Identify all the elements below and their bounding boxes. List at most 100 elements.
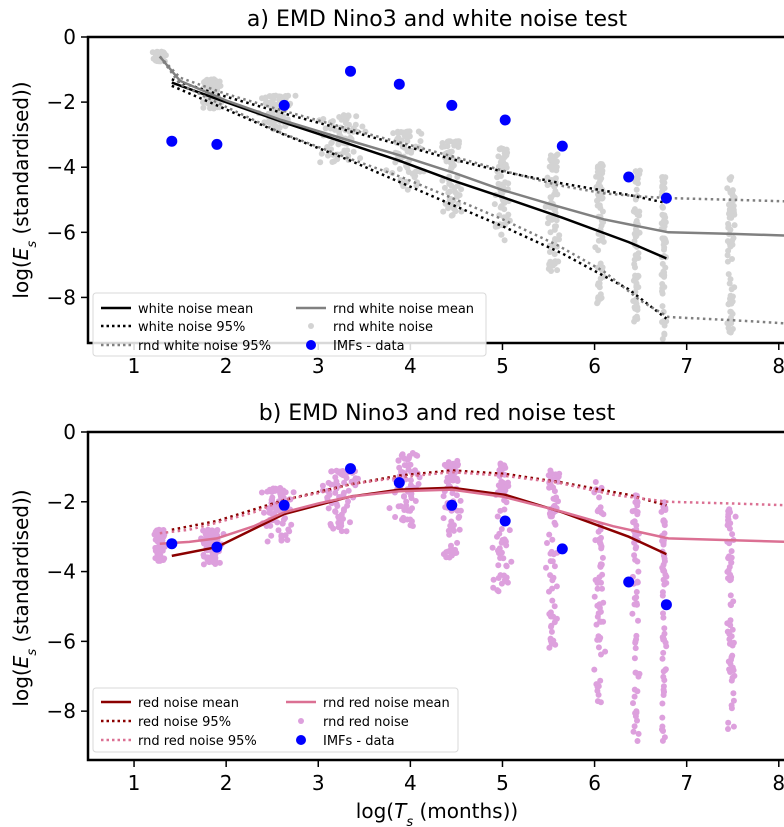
x-tick-label: 8 bbox=[772, 771, 784, 795]
y-tick-label: 0 bbox=[63, 420, 76, 444]
panel-a: a) EMD Nino3 and white noise test 1 2 3 4 5 6… bbox=[9, 7, 784, 378]
cloud-point bbox=[454, 507, 461, 514]
y-tick-label: −4 bbox=[47, 560, 76, 584]
legend-a-white-95: white noise 95% bbox=[138, 320, 245, 335]
cloud-point bbox=[631, 655, 638, 662]
cloud-point bbox=[448, 518, 455, 525]
cloud-point bbox=[594, 636, 601, 643]
y-tick-label: −2 bbox=[47, 490, 76, 514]
cloud-point bbox=[205, 556, 212, 563]
cloud-point bbox=[730, 723, 737, 730]
cloud-point bbox=[407, 477, 414, 484]
panel-b: b) EMD Nino3 and red noise test 1 2 3 4 5 6 7 8… bbox=[9, 401, 784, 827]
cloud-point bbox=[661, 244, 668, 251]
y-tick-label: −2 bbox=[47, 90, 76, 114]
cloud-point bbox=[727, 176, 734, 183]
cloud-point bbox=[729, 531, 736, 538]
x-tick-label: 8 bbox=[772, 354, 784, 378]
cloud-point bbox=[503, 562, 510, 569]
cloud-point bbox=[408, 149, 415, 156]
cloud-point bbox=[598, 543, 605, 550]
cloud-point bbox=[594, 585, 601, 592]
cloud-point bbox=[399, 516, 405, 523]
cloud-point bbox=[594, 683, 601, 690]
cloud-point bbox=[320, 116, 327, 122]
cloud-point bbox=[598, 579, 604, 586]
cloud-point bbox=[318, 150, 325, 157]
cloud-point bbox=[200, 104, 207, 111]
cloud-point bbox=[338, 528, 345, 535]
cloud-point bbox=[454, 193, 461, 200]
cloud-point bbox=[448, 542, 454, 549]
cloud-point bbox=[600, 599, 607, 606]
cloud-point bbox=[403, 498, 410, 505]
cloud-point bbox=[453, 492, 460, 499]
cloud-point bbox=[727, 243, 734, 250]
cloud-point bbox=[280, 494, 287, 501]
cloud-point bbox=[347, 519, 353, 526]
cloud-point bbox=[495, 575, 502, 581]
cloud-point bbox=[210, 105, 217, 112]
cloud-point bbox=[544, 182, 551, 189]
cloud-point bbox=[456, 526, 463, 533]
cloud-point bbox=[635, 568, 642, 575]
series-line bbox=[159, 470, 784, 535]
imf-point bbox=[499, 515, 511, 527]
cloud-point bbox=[728, 316, 735, 322]
cloud-point bbox=[661, 212, 668, 219]
cloud-point bbox=[555, 498, 561, 505]
cloud-point bbox=[456, 513, 463, 520]
legend-a-white-mean: white noise mean bbox=[138, 302, 253, 317]
cloud-point bbox=[285, 526, 292, 533]
cloud-point bbox=[543, 564, 549, 571]
cloud-point bbox=[397, 503, 404, 510]
x-tick-label: 7 bbox=[680, 354, 693, 378]
cloud-point bbox=[390, 130, 397, 137]
cloud-point bbox=[635, 730, 642, 737]
cloud-point bbox=[595, 610, 602, 617]
y-tick-label: −4 bbox=[47, 155, 76, 179]
cloud-point bbox=[501, 572, 508, 579]
cloud-point bbox=[544, 540, 550, 546]
cloud-point bbox=[546, 611, 553, 617]
cloud-point bbox=[660, 692, 667, 698]
cloud-point bbox=[401, 493, 407, 500]
imf-point bbox=[278, 499, 290, 511]
cloud-point bbox=[502, 161, 509, 168]
x-tick-label: 1 bbox=[128, 771, 141, 795]
cloud-point bbox=[552, 188, 559, 195]
cloud-point bbox=[549, 161, 556, 168]
cloud-point bbox=[159, 547, 166, 553]
cloud-point bbox=[404, 134, 411, 141]
series-line bbox=[158, 55, 784, 325]
cloud-point bbox=[319, 482, 326, 489]
cloud-point bbox=[630, 728, 637, 735]
cloud-point bbox=[325, 479, 332, 486]
cloud-point bbox=[594, 300, 601, 307]
cloud-point bbox=[634, 688, 641, 695]
cloud-point bbox=[489, 544, 496, 551]
cloud-point bbox=[410, 170, 417, 177]
cloud-point bbox=[632, 645, 639, 652]
panel-a-lines bbox=[158, 55, 784, 325]
cloud-point bbox=[550, 495, 557, 502]
series-line bbox=[171, 84, 668, 320]
cloud-point bbox=[450, 477, 456, 484]
cloud-point bbox=[635, 272, 642, 279]
cloud-point bbox=[631, 256, 638, 263]
cloud-point bbox=[591, 593, 598, 600]
cloud-point bbox=[160, 527, 167, 533]
cloud-point bbox=[261, 509, 267, 516]
imf-point bbox=[660, 599, 672, 611]
imf-point bbox=[446, 499, 458, 511]
cloud-point bbox=[631, 693, 638, 700]
cloud-point bbox=[551, 251, 558, 258]
cloud-point bbox=[282, 489, 289, 496]
cloud-point bbox=[634, 211, 641, 218]
cloud-point bbox=[728, 705, 735, 712]
cloud-point bbox=[446, 196, 453, 203]
legend-b-rnd-mean: rnd red noise mean bbox=[323, 696, 450, 711]
cloud-point bbox=[660, 541, 667, 548]
imf-point bbox=[166, 135, 178, 147]
cloud-point bbox=[725, 719, 732, 726]
